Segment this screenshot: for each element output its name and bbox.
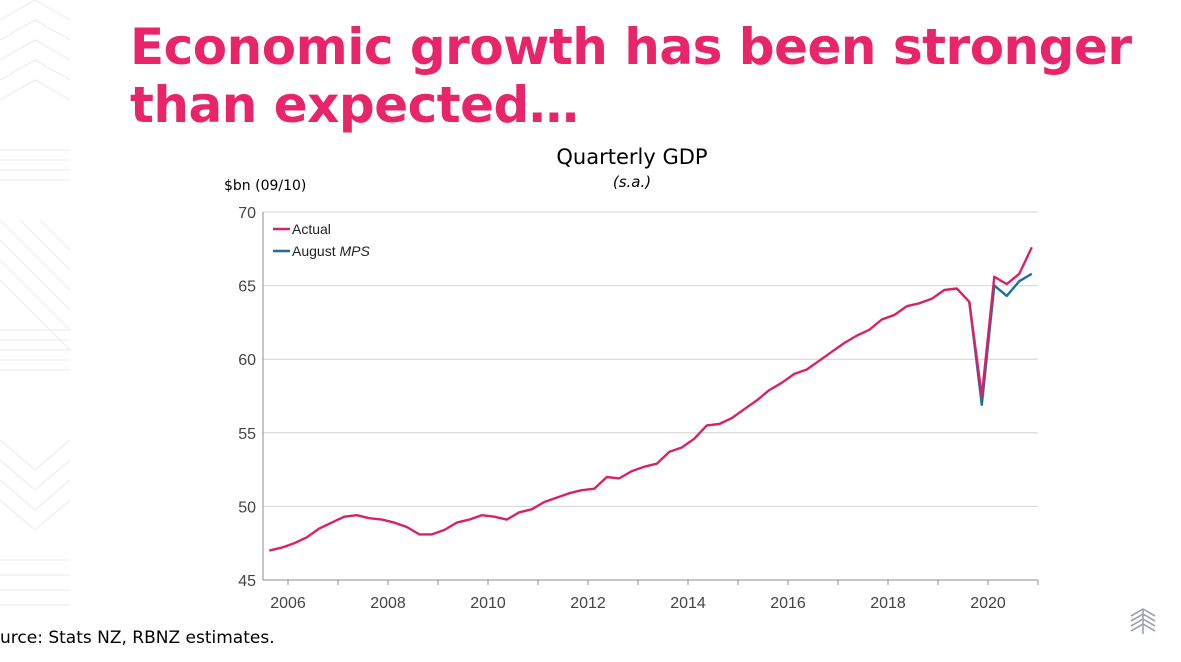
x-tick-label: 2008 <box>370 595 406 612</box>
source-note: urce: Stats NZ, RBNZ estimates. <box>0 628 275 648</box>
y-tick-label: 60 <box>238 352 256 369</box>
y-tick-label: 55 <box>238 426 256 443</box>
x-tick-label: 2010 <box>470 595 506 612</box>
chart-subtitle: (s.a.) <box>612 173 652 191</box>
x-tick-label: 2020 <box>970 595 1006 612</box>
series-line <box>269 246 1033 552</box>
chart-title: Quarterly GDP <box>556 145 708 169</box>
y-axis-unit-label: $bn (09/10) <box>224 178 307 194</box>
y-tick-label: 45 <box>238 573 256 590</box>
x-tick-label: 2016 <box>770 595 806 612</box>
x-tick-label: 2006 <box>270 595 306 612</box>
y-tick-label: 50 <box>238 499 256 516</box>
slide-title: Economic growth has been stronger than e… <box>130 18 1132 134</box>
series-line <box>968 272 1033 406</box>
legend-label: Actual <box>292 221 331 237</box>
legend-label: August MPS <box>292 243 370 259</box>
side-pattern-decoration <box>0 0 70 606</box>
y-tick-label: 70 <box>238 205 256 222</box>
x-tick-label: 2012 <box>570 595 606 612</box>
rbnz-logo-icon <box>1130 608 1156 634</box>
x-tick-label: 2018 <box>870 595 906 612</box>
y-tick-label: 65 <box>238 279 256 296</box>
x-tick-label: 2014 <box>670 595 706 612</box>
